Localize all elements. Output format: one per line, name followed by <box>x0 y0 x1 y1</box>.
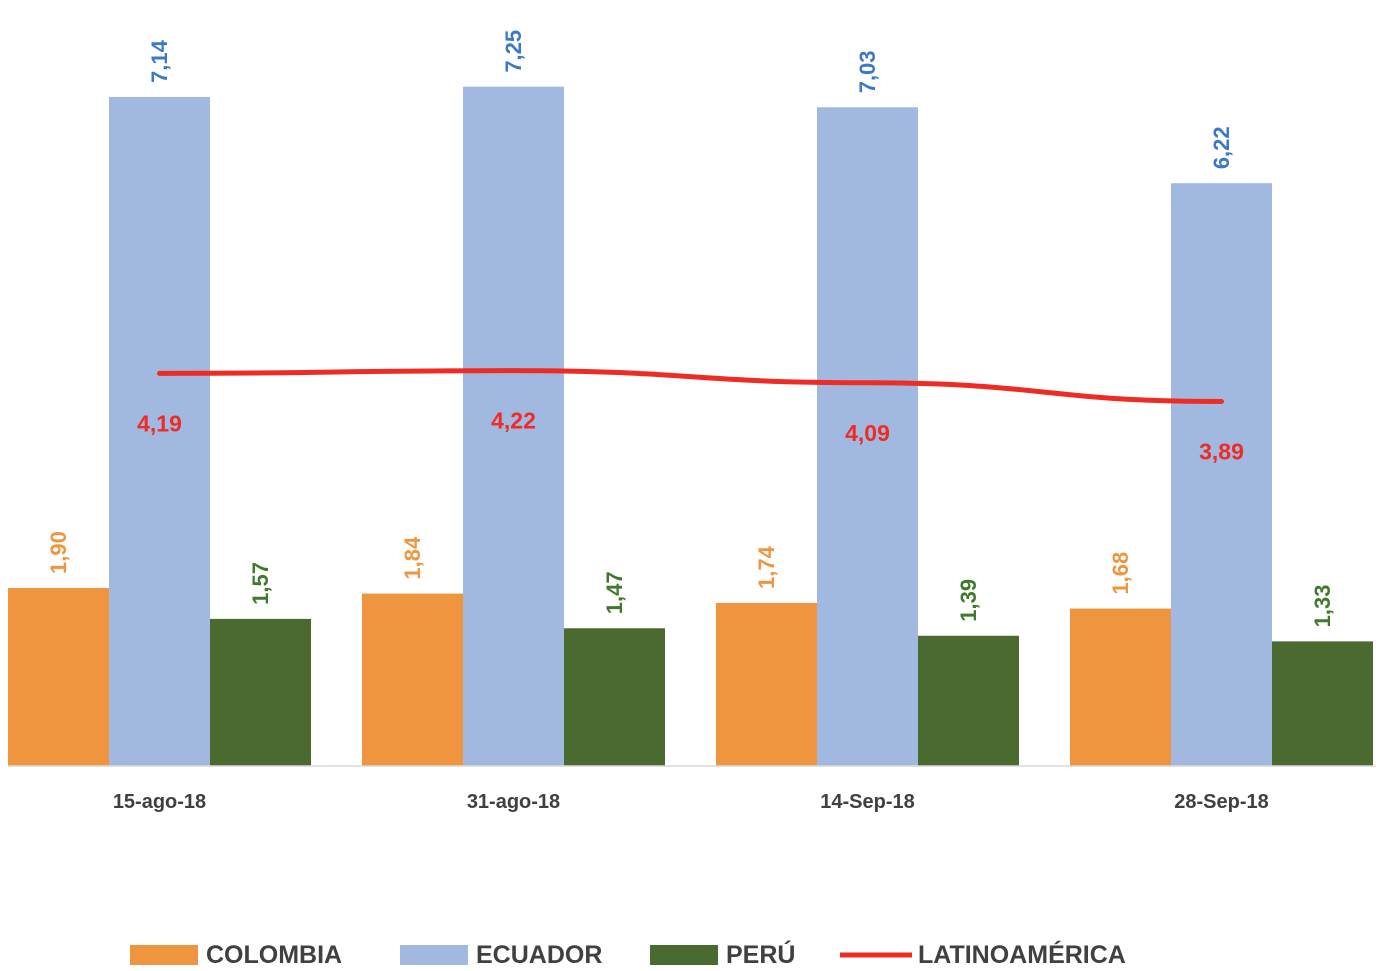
data-label-ecuador-1: 7,14 <box>147 39 172 83</box>
data-label-colombia-4: 1,68 <box>1108 552 1133 595</box>
legend-swatch-peru <box>650 945 718 965</box>
line-series-layer: 4,19 4,22 4,09 3,89 <box>137 368 1244 465</box>
data-label-colombia-1: 1,90 <box>46 531 71 574</box>
data-label-latinoamerica-4: 3,89 <box>1199 439 1244 465</box>
data-label-latinoamerica-3: 4,09 <box>845 420 890 446</box>
legend-item-latinoamerica: LATINOAMÉRICA <box>840 940 1126 969</box>
data-labels-layer: 1,90 7,14 1,57 1,84 7,25 1,47 1,74 7,03 1,39 1,68… <box>46 30 1335 628</box>
data-label-colombia-2: 1,84 <box>400 536 425 580</box>
data-label-ecuador-2: 7,25 <box>501 30 526 73</box>
legend-item-peru: PERÚ <box>650 939 795 969</box>
data-label-ecuador-3: 7,03 <box>855 50 880 93</box>
legend: COLOMBIA ECUADOR PERÚ LATINOAMÉRICA <box>130 939 1126 969</box>
x-tick-label-1: 15-ago-18 <box>113 791 206 813</box>
bar-peru-4 <box>1272 641 1373 766</box>
legend-label-ecuador: ECUADOR <box>476 941 602 969</box>
data-label-colombia-3: 1,74 <box>754 545 779 589</box>
bar-peru-1 <box>210 618 311 766</box>
bar-colombia-3 <box>716 602 817 766</box>
data-label-peru-3: 1,39 <box>956 579 981 622</box>
bar-colombia-2 <box>362 593 463 766</box>
x-axis-tick-labels: 15-ago-18 31-ago-18 14-Sep-18 28-Sep-18 <box>113 791 1269 813</box>
legend-label-latinoamerica: LATINOAMÉRICA <box>918 940 1126 969</box>
bar-peru-3 <box>918 635 1019 766</box>
bar-peru-2 <box>564 628 665 766</box>
legend-item-ecuador: ECUADOR <box>400 941 602 969</box>
data-label-peru-2: 1,47 <box>602 571 627 614</box>
legend-item-colombia: COLOMBIA <box>130 941 342 969</box>
x-tick-label-2: 31-ago-18 <box>467 791 560 813</box>
x-tick-label-3: 14-Sep-18 <box>820 791 915 813</box>
bar-ecuador-3 <box>817 107 918 766</box>
legend-label-peru: PERÚ <box>726 939 795 969</box>
legend-label-colombia: COLOMBIA <box>206 941 342 969</box>
data-label-peru-1: 1,57 <box>248 562 273 605</box>
bar-colombia-4 <box>1070 608 1171 766</box>
data-label-latinoamerica-1: 4,19 <box>137 410 182 436</box>
data-label-latinoamerica-2: 4,22 <box>491 408 536 434</box>
bar-ecuador-1 <box>109 96 210 767</box>
bar-ecuador-2 <box>463 86 564 767</box>
legend-swatch-colombia <box>130 945 198 965</box>
bars-layer <box>8 86 1373 767</box>
data-label-ecuador-4: 6,22 <box>1209 126 1234 169</box>
line-latinoamerica <box>157 368 1224 405</box>
legend-swatch-ecuador <box>400 945 468 965</box>
x-tick-label-4: 28-Sep-18 <box>1174 791 1269 813</box>
data-label-peru-4: 1,33 <box>1310 585 1335 628</box>
bar-colombia-1 <box>8 587 109 766</box>
bar-ecuador-4 <box>1171 183 1272 766</box>
